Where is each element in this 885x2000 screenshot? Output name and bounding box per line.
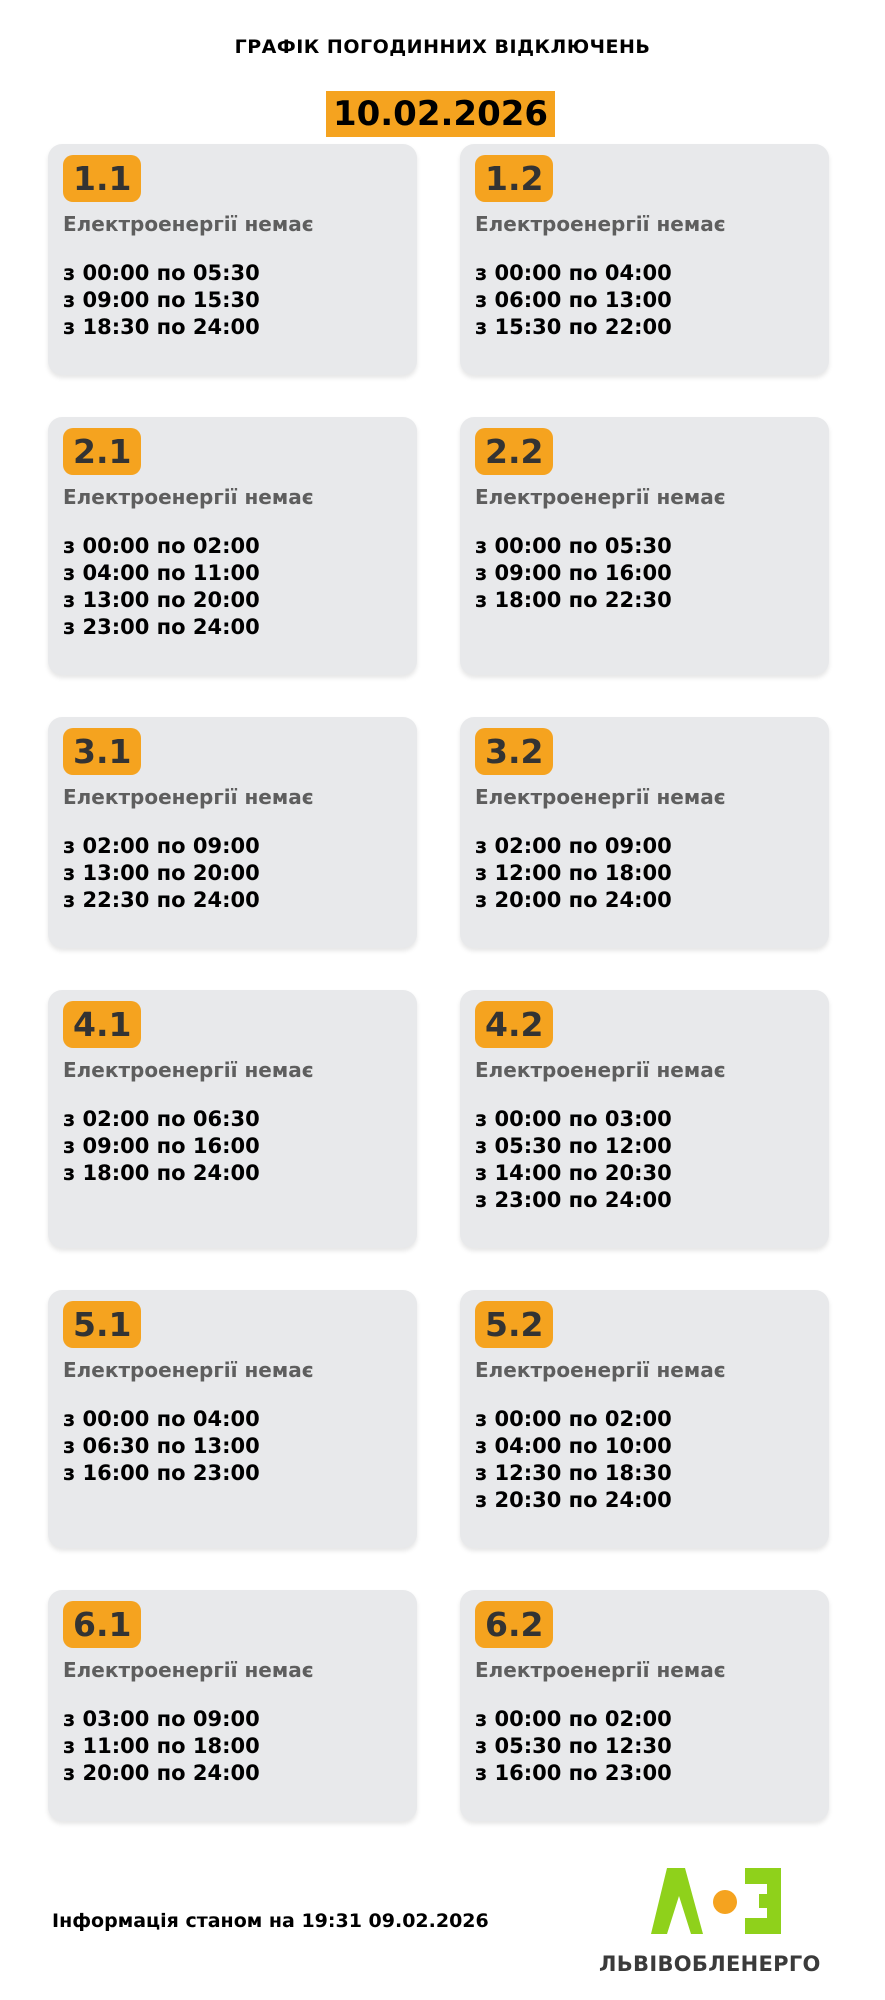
outage-interval: з 09:00 по 16:00 [63, 1134, 260, 1158]
group-status: Електроенергії немає [475, 1058, 726, 1082]
page-title: ГРАФІК ПОГОДИННИХ ВІДКЛЮЧЕНЬ [234, 36, 651, 58]
outage-interval: з 20:00 по 24:00 [475, 888, 672, 912]
outage-interval: з 00:00 по 05:30 [475, 534, 672, 558]
outage-interval: з 06:00 по 13:00 [475, 288, 672, 312]
group-status: Електроенергії немає [475, 1358, 726, 1382]
group-status: Електроенергії немає [63, 1358, 314, 1382]
group-status: Електроенергії немає [475, 485, 726, 509]
outage-times: з 02:00 по 09:00 з 12:00 по 18:00 з 20:00 … [475, 833, 814, 948]
group-card: 6.1 Електроенергії немає з 03:00 по 09:0… [48, 1590, 417, 1821]
schedule-date: 10.02.2026 [326, 91, 555, 137]
group-status: Електроенергії немає [63, 1658, 314, 1682]
outage-interval: з 00:00 по 02:00 [475, 1407, 672, 1431]
group-status: Електроенергії немає [475, 785, 726, 809]
logo-dot [713, 1890, 737, 1914]
group-card: 2.2 Електроенергії немає з 00:00 по 05:3… [460, 417, 829, 675]
groups-grid: 1.1 Електроенергії немає з 00:00 по 05:3… [48, 144, 829, 1821]
outage-interval: з 09:00 по 15:30 [63, 288, 260, 312]
outage-interval: з 18:00 по 24:00 [63, 1161, 260, 1185]
group-badge: 5.2 [475, 1301, 554, 1348]
info-timestamp: Інформація станом на 19:31 09.02.2026 [52, 1910, 489, 1932]
outage-interval: з 20:00 по 24:00 [63, 1761, 260, 1785]
group-badge: 2.1 [63, 428, 142, 475]
group-badge: 6.2 [475, 1601, 554, 1648]
outage-times: з 00:00 по 02:00 з 04:00 по 11:00 з 13:00 … [63, 533, 402, 675]
group-badge: 1.2 [475, 155, 554, 202]
outage-interval: з 03:00 по 09:00 [63, 1707, 260, 1731]
outage-interval: з 16:00 по 23:00 [475, 1761, 672, 1785]
group-card: 4.2 Електроенергії немає з 00:00 по 03:0… [460, 990, 829, 1248]
group-status: Електроенергії немає [475, 212, 726, 236]
group-badge: 3.1 [63, 728, 142, 775]
outage-times: з 02:00 по 06:30 з 09:00 по 16:00 з 18:00 … [63, 1106, 402, 1221]
outage-times: з 00:00 по 02:00 з 05:30 по 12:30 з 16:00 … [475, 1706, 814, 1821]
group-card: 5.2 Електроенергії немає з 00:00 по 02:0… [460, 1290, 829, 1548]
group-badge: 4.1 [63, 1001, 142, 1048]
outage-times: з 00:00 по 03:00 з 05:30 по 12:00 з 14:00 … [475, 1106, 814, 1248]
outage-interval: з 00:00 по 04:00 [475, 261, 672, 285]
group-badge: 4.2 [475, 1001, 554, 1048]
outage-times: з 03:00 по 09:00 з 11:00 по 18:00 з 20:00 … [63, 1706, 402, 1821]
group-status: Електроенергії немає [63, 212, 314, 236]
outage-interval: з 20:30 по 24:00 [475, 1488, 672, 1512]
group-badge: 2.2 [475, 428, 554, 475]
outage-interval: з 09:00 по 16:00 [475, 561, 672, 585]
group-badge: 6.1 [63, 1601, 142, 1648]
outage-interval: з 15:30 по 22:00 [475, 315, 672, 339]
outage-interval: з 02:00 по 09:00 [63, 834, 260, 858]
group-status: Електроенергії немає [63, 1058, 314, 1082]
brand-name: ЛЬВІВОБЛЕНЕРГО [599, 1952, 821, 1976]
outage-times: з 00:00 по 05:30 з 09:00 по 16:00 з 18:00 … [475, 533, 814, 648]
outage-interval: з 12:00 по 18:00 [475, 861, 672, 885]
outage-interval: з 00:00 по 02:00 [475, 1707, 672, 1731]
outage-interval: з 00:00 по 02:00 [63, 534, 260, 558]
outage-times: з 00:00 по 04:00 з 06:00 по 13:00 з 15:30 … [475, 260, 814, 375]
outage-times: з 00:00 по 05:30 з 09:00 по 15:30 з 18:30 … [63, 260, 402, 375]
outage-interval: з 22:30 по 24:00 [63, 888, 260, 912]
group-card: 3.2 Електроенергії немає з 02:00 по 09:0… [460, 717, 829, 948]
loe-logo-icon [651, 1868, 781, 1934]
group-badge: 5.1 [63, 1301, 142, 1348]
outage-interval: з 04:00 по 11:00 [63, 561, 260, 585]
outage-interval: з 18:00 по 22:30 [475, 588, 672, 612]
group-badge: 3.2 [475, 728, 554, 775]
outage-interval: з 13:00 по 20:00 [63, 588, 260, 612]
outage-interval: з 05:30 по 12:00 [475, 1134, 672, 1158]
outage-interval: з 16:00 по 23:00 [63, 1461, 260, 1485]
group-badge: 1.1 [63, 155, 142, 202]
outage-interval: з 18:30 по 24:00 [63, 315, 260, 339]
group-status: Електроенергії немає [63, 785, 314, 809]
outage-interval: з 04:00 по 10:00 [475, 1434, 672, 1458]
logo-e-spine [767, 1868, 781, 1934]
outage-times: з 00:00 по 04:00 з 06:30 по 13:00 з 16:00 … [63, 1406, 402, 1521]
outage-interval: з 23:00 по 24:00 [475, 1188, 672, 1212]
outage-interval: з 02:00 по 09:00 [475, 834, 672, 858]
group-status: Електроенергії немає [475, 1658, 726, 1682]
group-card: 4.1 Електроенергії немає з 02:00 по 06:3… [48, 990, 417, 1248]
outage-interval: з 06:30 по 13:00 [63, 1434, 260, 1458]
outage-times: з 00:00 по 02:00 з 04:00 по 10:00 з 12:30 … [475, 1406, 814, 1548]
group-card: 5.1 Електроенергії немає з 00:00 по 04:0… [48, 1290, 417, 1548]
outage-interval: з 14:00 по 20:30 [475, 1161, 672, 1185]
group-card: 1.2 Електроенергії немає з 00:00 по 04:0… [460, 144, 829, 375]
outage-interval: з 13:00 по 20:00 [63, 861, 260, 885]
outage-interval: з 00:00 по 04:00 [63, 1407, 260, 1431]
outage-times: з 02:00 по 09:00 з 13:00 по 20:00 з 22:30 … [63, 833, 402, 948]
group-status: Електроенергії немає [63, 485, 314, 509]
outage-interval: з 05:30 по 12:30 [475, 1734, 672, 1758]
outage-interval: з 23:00 по 24:00 [63, 615, 260, 639]
logo-lambda [651, 1868, 703, 1934]
outage-interval: з 12:30 по 18:30 [475, 1461, 672, 1485]
group-card: 6.2 Електроенергії немає з 00:00 по 02:0… [460, 1590, 829, 1821]
outage-interval: з 02:00 по 06:30 [63, 1107, 260, 1131]
group-card: 2.1 Електроенергії немає з 00:00 по 02:0… [48, 417, 417, 675]
outage-interval: з 00:00 по 05:30 [63, 261, 260, 285]
group-card: 1.1 Електроенергії немає з 00:00 по 05:3… [48, 144, 417, 375]
outage-interval: з 00:00 по 03:00 [475, 1107, 672, 1131]
group-card: 3.1 Електроенергії немає з 02:00 по 09:0… [48, 717, 417, 948]
outage-interval: з 11:00 по 18:00 [63, 1734, 260, 1758]
